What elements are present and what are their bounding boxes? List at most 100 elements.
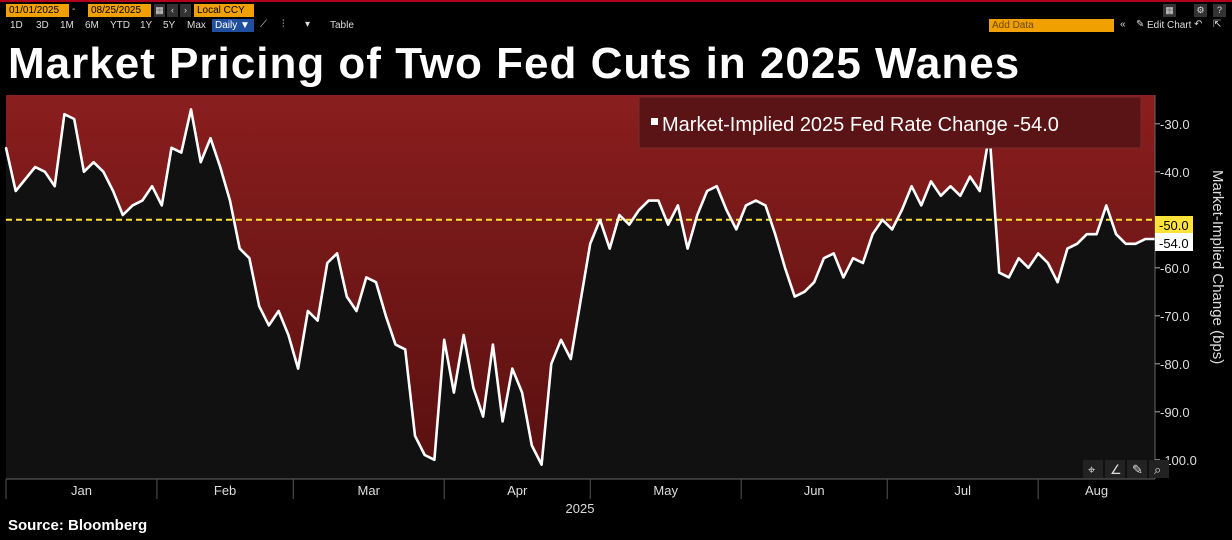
series-point	[647, 199, 650, 202]
help-icon[interactable]: ?	[1213, 4, 1226, 17]
series-point	[180, 151, 183, 154]
x-tick-label: Jan	[71, 483, 92, 498]
series-point	[1085, 233, 1088, 236]
period-button-ytd[interactable]: YTD	[110, 20, 130, 31]
series-point	[1076, 242, 1079, 245]
series-point	[336, 252, 339, 255]
chevron-left-icon[interactable]: ‹	[167, 4, 178, 17]
series-point	[560, 338, 563, 341]
series-point	[1037, 252, 1040, 255]
y-tick-label: -70.0	[1160, 309, 1190, 324]
series-point	[316, 319, 319, 322]
export-icon[interactable]: ⇱	[1213, 19, 1222, 30]
series-point	[1115, 233, 1118, 236]
series-point	[472, 386, 475, 389]
crosshair-icon: ⌖	[1088, 462, 1096, 477]
zoom-button[interactable]	[1149, 460, 1169, 478]
period-button-3d[interactable]: 3D	[36, 20, 49, 31]
series-point	[764, 204, 767, 207]
currency-select[interactable]: Local CCY	[194, 4, 254, 17]
series-point	[326, 262, 329, 264]
series-point	[1144, 238, 1147, 240]
add-data-input[interactable]: Add Data	[989, 19, 1114, 32]
chevron-right-icon[interactable]: ›	[180, 4, 191, 17]
period-button-1d[interactable]: 1D	[10, 20, 23, 31]
frequency-select[interactable]: Daily ▼	[212, 19, 254, 32]
y-tick-label: -80.0	[1160, 357, 1190, 372]
series-point	[783, 266, 786, 269]
period-button-1y[interactable]: 1Y	[140, 20, 153, 31]
series-point	[1124, 242, 1127, 245]
series-point	[384, 314, 387, 317]
series-point	[1056, 281, 1059, 284]
y-axis-label: Market-Implied Change (bps)	[1209, 170, 1226, 364]
grid-icon[interactable]: ▦	[1163, 4, 1176, 17]
series-point	[375, 281, 378, 284]
series-point	[1007, 276, 1010, 279]
period-button-max[interactable]: Max	[187, 20, 206, 31]
period-button-6m[interactable]: 6M	[85, 20, 99, 31]
series-point	[452, 391, 455, 394]
edit-chart-button[interactable]: Edit Chart	[1147, 20, 1192, 31]
period-button-5y[interactable]: 5Y	[163, 20, 176, 31]
series-point	[754, 199, 757, 202]
series-point	[121, 214, 124, 216]
series-point	[1027, 266, 1030, 269]
undo-icon[interactable]: ↶	[1194, 19, 1203, 30]
x-tick-label: May	[653, 483, 678, 498]
bar-chart-icon[interactable]: ⫶	[282, 19, 285, 30]
series-point	[1095, 233, 1098, 236]
collapse-icon[interactable]: «	[1120, 19, 1126, 30]
series-point	[5, 146, 7, 149]
line-chart-icon[interactable]: ⟋	[260, 19, 267, 30]
series-point	[891, 228, 894, 231]
pencil-icon[interactable]: ✎	[1136, 19, 1145, 30]
area-fill	[6, 95, 1155, 465]
series-point	[482, 415, 485, 418]
series-point	[53, 185, 56, 188]
start-date-field[interactable]: 01/01/2025	[6, 4, 69, 17]
draw-button[interactable]	[1105, 460, 1125, 478]
series-point	[209, 137, 212, 140]
reference-value-badge	[1155, 216, 1193, 234]
series-point	[813, 281, 816, 284]
series-point	[803, 290, 806, 293]
series-point	[589, 242, 592, 245]
y-tick-label: -40.0	[1160, 165, 1190, 180]
series-point	[394, 343, 397, 346]
crosshair-button[interactable]	[1083, 460, 1103, 478]
table-button[interactable]: Table	[330, 20, 354, 31]
series-point	[930, 180, 933, 183]
series-point	[1134, 242, 1137, 245]
legend-label: Market-Implied 2025 Fed Rate Change -54.…	[662, 114, 1059, 136]
dropdown-arrow-icon[interactable]: ▾	[305, 19, 311, 30]
series-point	[745, 204, 748, 207]
end-date-field[interactable]: 08/25/2025	[88, 4, 151, 17]
settings-icon[interactable]: ⚙	[1194, 4, 1207, 17]
series-point	[443, 338, 446, 341]
annotate-button[interactable]	[1127, 460, 1147, 478]
series-point	[73, 118, 76, 120]
series-point	[238, 247, 241, 250]
x-tick-label: Mar	[358, 483, 381, 498]
series-point	[881, 218, 884, 221]
series-point	[667, 223, 670, 226]
chart-title: Market Pricing of Two Fed Cuts in 2025 W…	[8, 39, 1021, 88]
legend-marker	[651, 118, 658, 125]
series-point	[501, 420, 504, 423]
x-tick-label: Jun	[804, 483, 825, 498]
series-point	[141, 199, 144, 202]
x-tick-label: Apr	[507, 483, 528, 498]
x-tick-label: Jul	[954, 483, 971, 498]
period-button-1m[interactable]: 1M	[60, 20, 74, 31]
series-point	[306, 310, 309, 312]
series-point	[569, 358, 572, 360]
series-point	[861, 262, 864, 264]
source-note: Source: Bloomberg	[8, 517, 148, 534]
series-point	[131, 204, 134, 207]
reference-value-label: -50.0	[1159, 218, 1189, 233]
series-point	[43, 170, 46, 173]
calendar-icon[interactable]: ▦	[154, 4, 165, 17]
series-point	[832, 252, 835, 255]
series-point	[102, 170, 105, 173]
